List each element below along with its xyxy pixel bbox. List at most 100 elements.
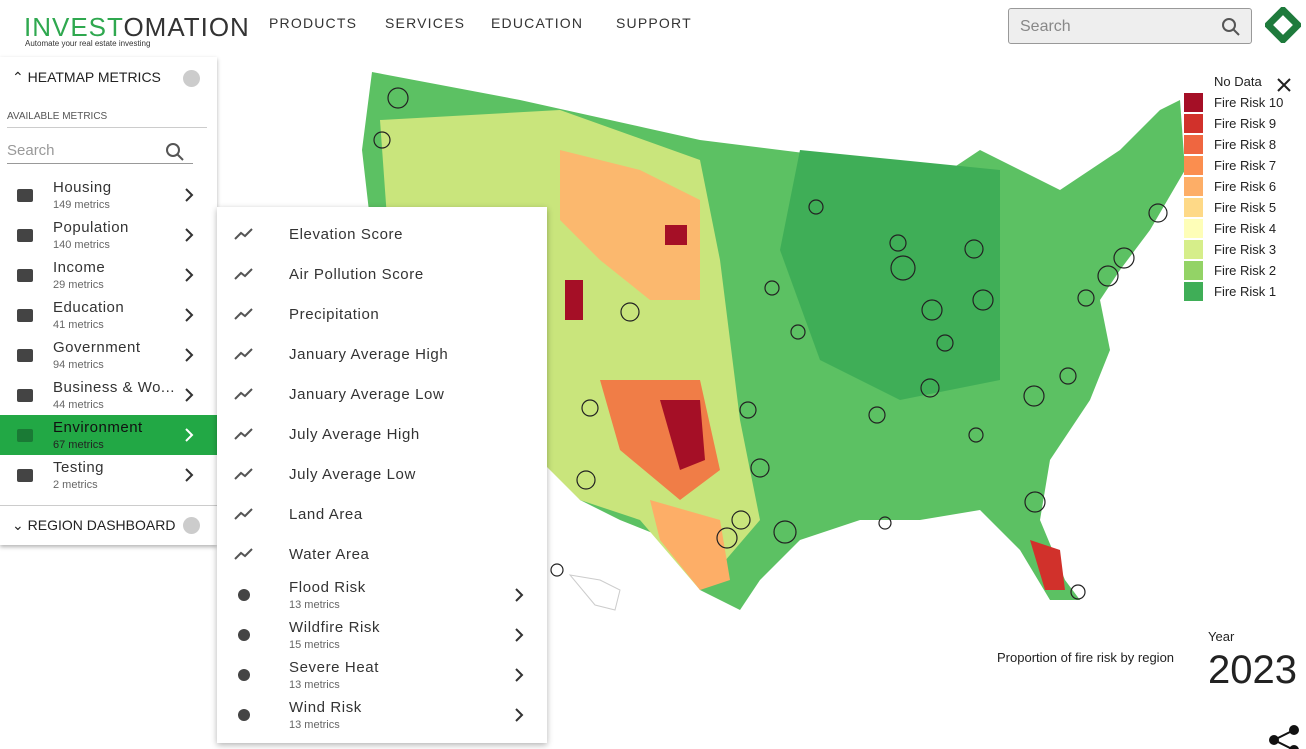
category-icon: [14, 344, 36, 366]
nav-link[interactable]: SERVICES: [385, 15, 466, 31]
chevron: [508, 704, 530, 726]
legend-label: Fire Risk 6: [1214, 179, 1277, 194]
submenu-item[interactable]: Precipitation: [217, 295, 547, 335]
category-item[interactable]: Housing 149 metrics: [0, 175, 217, 215]
legend-close[interactable]: [1276, 77, 1292, 93]
submenu-item[interactable]: Land Area: [217, 495, 547, 535]
submenu-item[interactable]: July Average High: [217, 415, 547, 455]
legend-swatch: [1184, 177, 1203, 196]
metric-icon-graphic: [234, 268, 253, 280]
legend-label: Fire Risk 7: [1214, 158, 1277, 173]
category-item[interactable]: Testing 2 metrics: [0, 455, 217, 495]
metric-icon: [233, 663, 255, 685]
help-icon[interactable]: [183, 517, 200, 534]
chevron-graphic: [185, 268, 194, 282]
category-count: 2 metrics: [53, 479, 98, 491]
category-item[interactable]: Education 41 metrics: [0, 295, 217, 335]
chevron: [178, 344, 200, 366]
caption: Proportion of fire risk by region: [997, 650, 1175, 665]
category-name: Environment: [53, 419, 143, 436]
submenu-item[interactable]: Wind Risk 13 metrics: [217, 695, 547, 735]
legend-label: Fire Risk 3: [1214, 242, 1277, 257]
submenu-item[interactable]: Water Area: [217, 535, 547, 575]
metric-icon-graphic: [238, 629, 250, 641]
section-title-text: REGION DASHBOARD: [27, 517, 176, 533]
category-icon-graphic: [17, 429, 33, 442]
metric-icon-graphic: [234, 348, 253, 360]
category-item[interactable]: Government 94 metrics: [0, 335, 217, 375]
category-item[interactable]: Environment 67 metrics: [0, 415, 217, 455]
subtitle: AVAILABLE METRICS: [7, 111, 207, 128]
submenu-item[interactable]: January Average Low: [217, 375, 547, 415]
submenu-item[interactable]: Severe Heat 13 metrics: [217, 655, 547, 695]
section-title: ⌄ REGION DASHBOARD: [12, 517, 176, 533]
submenu-item[interactable]: Air Pollution Score: [217, 255, 547, 295]
category-count: 41 metrics: [53, 319, 104, 331]
legend-swatch: [1184, 261, 1203, 280]
submenu-item[interactable]: Elevation Score: [217, 215, 547, 255]
metric-name: Water Area: [289, 546, 370, 563]
legend-label: Fire Risk 4: [1214, 221, 1277, 236]
chevron-graphic: [185, 348, 194, 362]
avatar[interactable]: [1265, 7, 1301, 43]
metric-name: Elevation Score: [289, 226, 404, 243]
metric-search[interactable]: Search: [7, 142, 193, 164]
submenu-item[interactable]: January Average High: [217, 335, 547, 375]
nav-link[interactable]: SUPPORT: [616, 15, 692, 31]
metric-icon-graphic: [234, 508, 253, 520]
chevron-graphic: [185, 308, 194, 322]
category-icon: [14, 464, 36, 486]
sidebar: ⌃ HEATMAP METRICS AVAILABLE METRICS Sear…: [0, 57, 217, 545]
category-item[interactable]: Population 140 metrics: [0, 215, 217, 255]
map-region: [780, 150, 1000, 400]
submenu-item[interactable]: Flood Risk 13 metrics: [217, 575, 547, 615]
map-region: [650, 500, 730, 590]
category-name: Housing: [53, 179, 112, 196]
map-region: [1030, 540, 1065, 590]
submenu-item[interactable]: Wildfire Risk 15 metrics: [217, 615, 547, 655]
metric-count: 13 metrics: [289, 599, 340, 611]
category-name: Business & Wo...: [53, 379, 175, 396]
category-icon-graphic: [17, 389, 33, 402]
chevron-graphic: [515, 588, 524, 602]
search-box[interactable]: Search: [1008, 8, 1252, 44]
submenu-item[interactable]: July Average Low: [217, 455, 547, 495]
category-count: 44 metrics: [53, 399, 104, 411]
category-icon: [14, 264, 36, 286]
search-icon: [166, 143, 184, 161]
category-count: 149 metrics: [53, 199, 110, 211]
category-icon: [14, 224, 36, 246]
category-icon: [14, 184, 36, 206]
legend-swatch: [1184, 198, 1203, 217]
map-region: [660, 400, 705, 470]
logo[interactable]: INVESTOMATION: [24, 12, 250, 43]
category-item[interactable]: Income 29 metrics: [0, 255, 217, 295]
category-count: 94 metrics: [53, 359, 104, 371]
nav-link[interactable]: PRODUCTS: [269, 15, 358, 31]
share-icon[interactable]: [1266, 722, 1302, 749]
help-icon[interactable]: [183, 70, 200, 87]
category-icon: [14, 424, 36, 446]
category-count: 67 metrics: [53, 439, 104, 451]
category-item[interactable]: Business & Wo... 44 metrics: [0, 375, 217, 415]
legend-swatch: [1184, 240, 1203, 259]
metric-count: 15 metrics: [289, 639, 340, 651]
category-count: 140 metrics: [53, 239, 110, 251]
metric-icon-graphic: [238, 709, 250, 721]
legend-label: Fire Risk 1: [1214, 284, 1277, 299]
metric-icon: [233, 503, 255, 525]
section-title-text: HEATMAP METRICS: [27, 69, 161, 85]
legend-swatch: [1184, 156, 1203, 175]
metric-icon: [233, 463, 255, 485]
chevron-graphic: [515, 708, 524, 722]
section-title[interactable]: ⌃ HEATMAP METRICS: [12, 69, 161, 85]
metric-name: January Average High: [289, 346, 449, 363]
nav-link[interactable]: EDUCATION: [491, 15, 584, 31]
search-icon: [1222, 18, 1240, 36]
metric-name: Severe Heat: [289, 659, 379, 676]
metric-name: January Average Low: [289, 386, 445, 403]
metric-icon-graphic: [234, 228, 253, 240]
category-icon-graphic: [17, 309, 33, 322]
dashboard-section[interactable]: ⌄ REGION DASHBOARD: [0, 505, 217, 546]
year: 2023: [1208, 648, 1297, 692]
